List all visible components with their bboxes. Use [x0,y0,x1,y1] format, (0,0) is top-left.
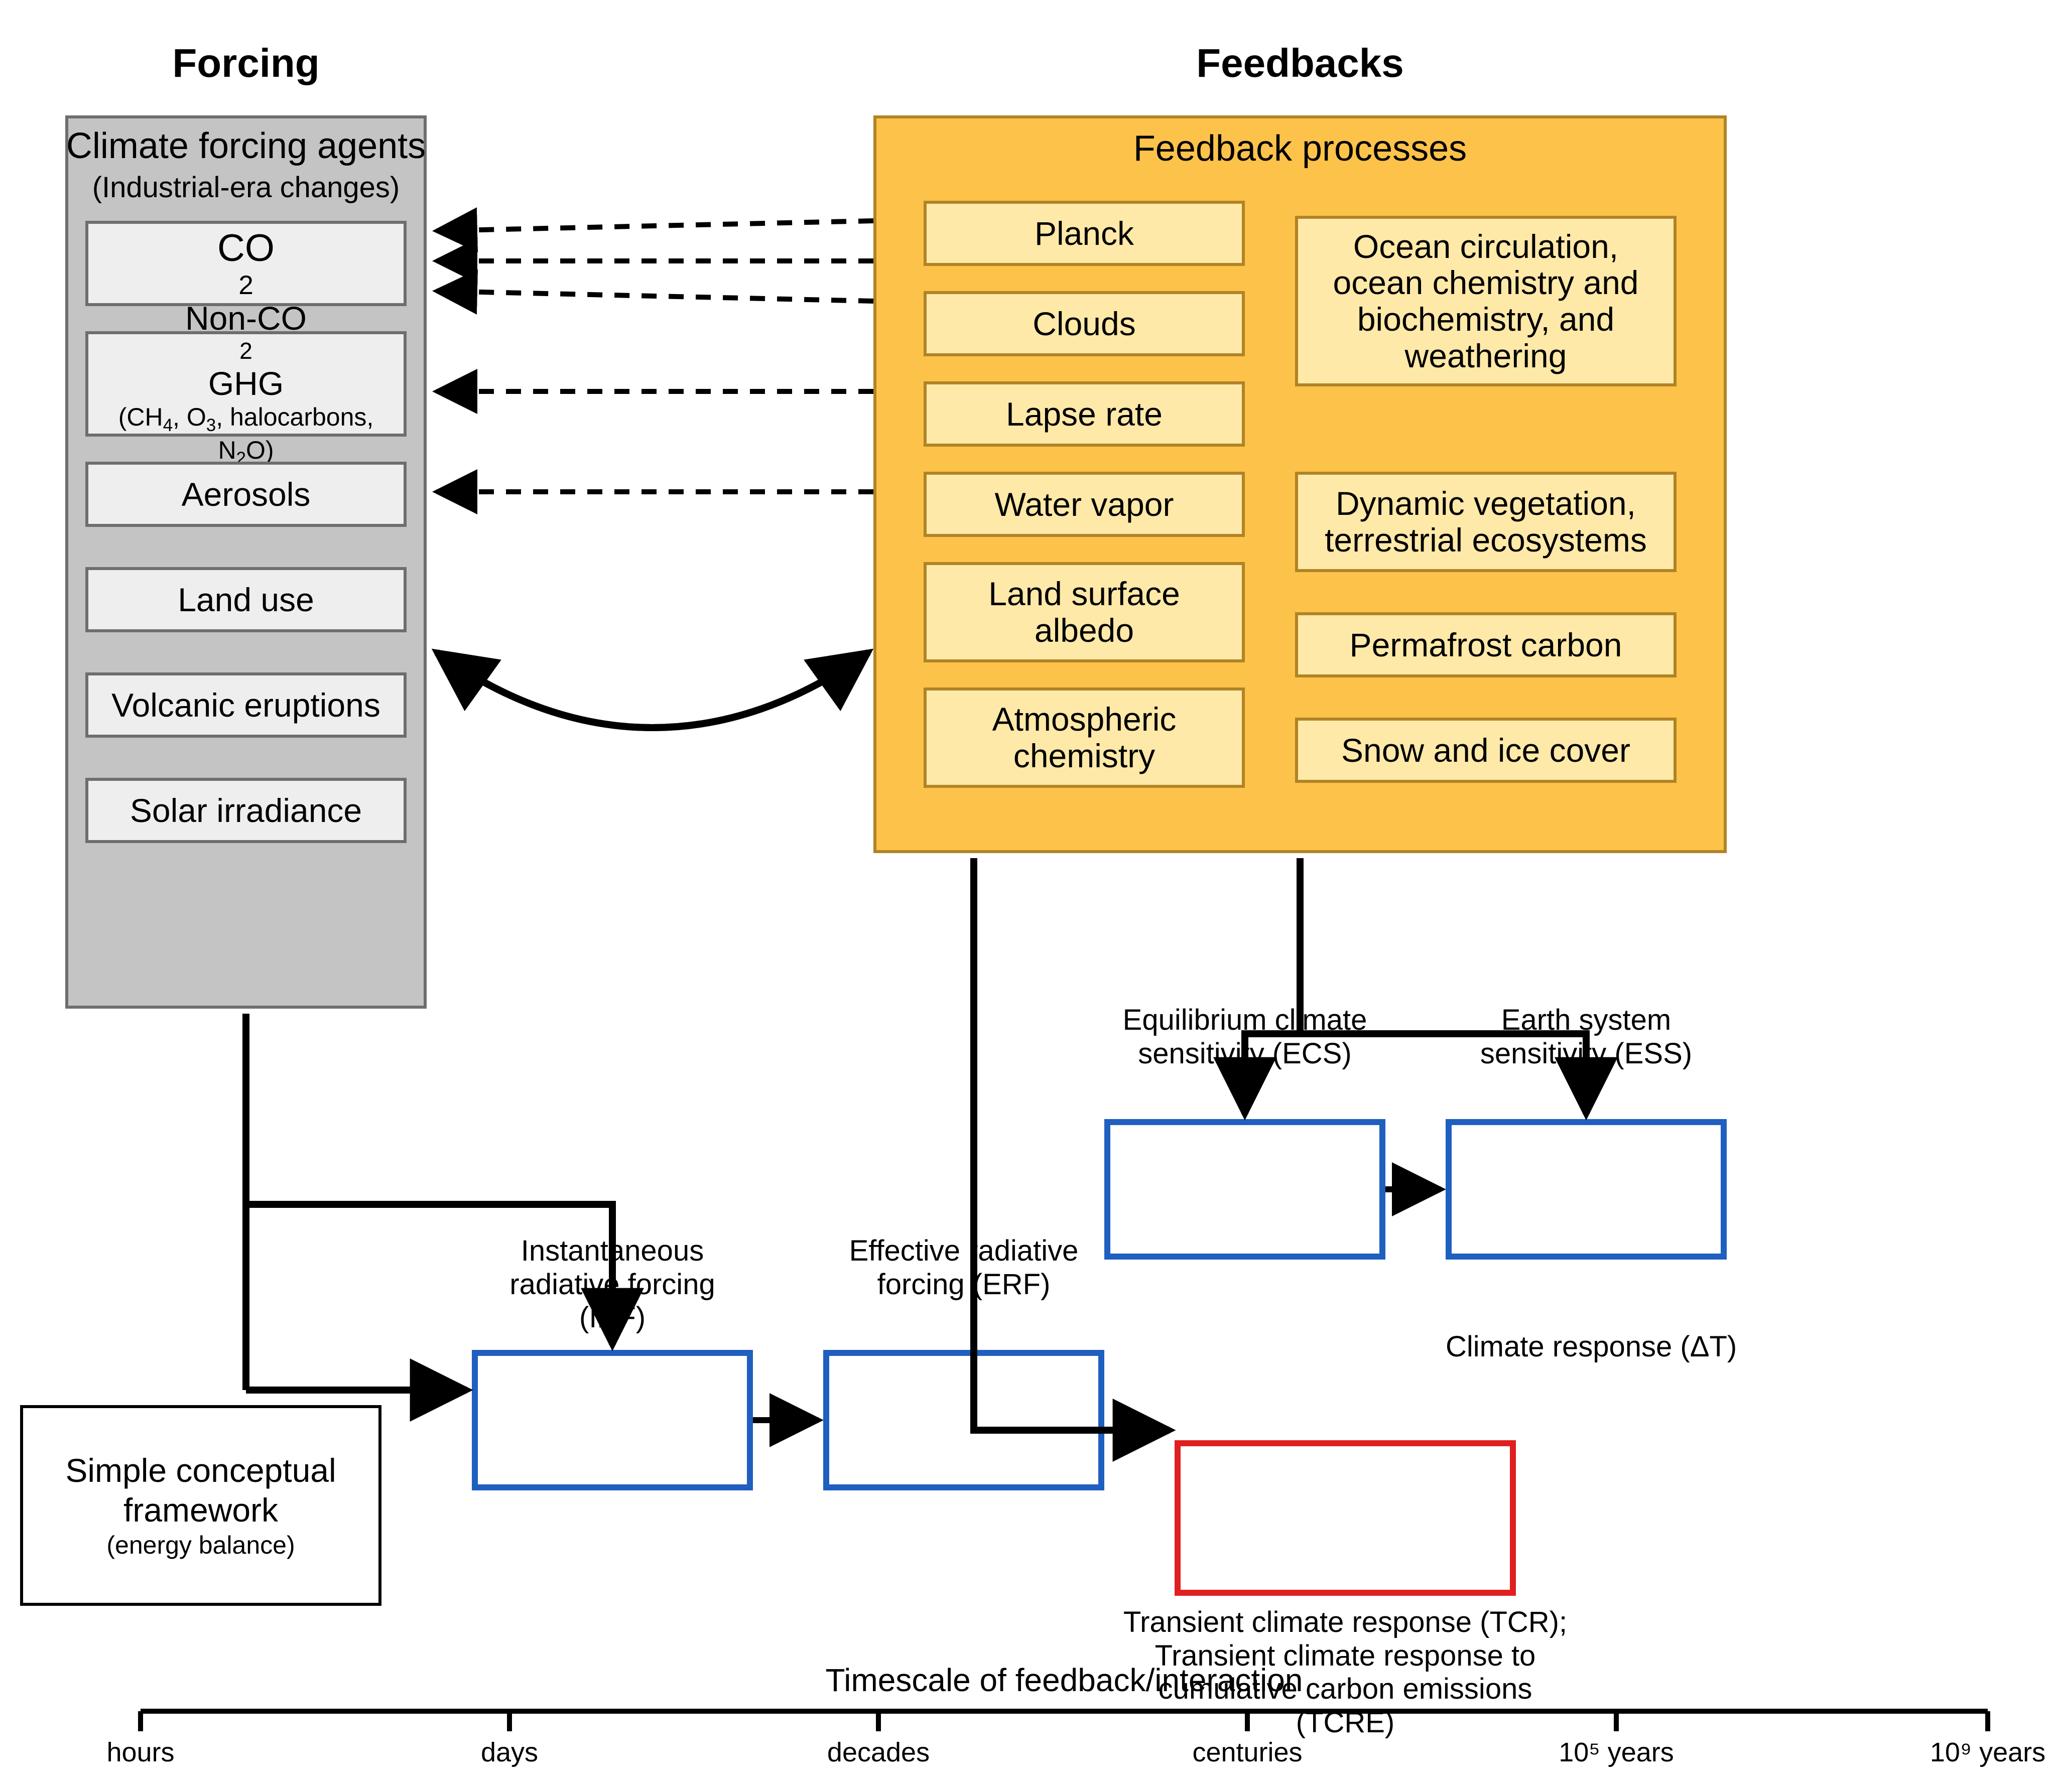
label-erf: Effective radiative forcing (ERF) [793,1234,1134,1301]
feedback-item-lapse: Lapse rate [924,381,1245,447]
delta-t-label: Climate response (ΔT) [1446,1330,1737,1363]
svg-text:10⁹ years: 10⁹ years [1930,1737,2045,1767]
svg-text:10⁵ years: 10⁵ years [1559,1737,1674,1767]
simple-framework-box: Simple conceptual framework (energy bala… [20,1405,381,1606]
label-ecs: Equilibrium climate sensitivity (ECS) [1074,1004,1416,1070]
box-ess [1446,1119,1727,1260]
feedback-item-veg: Dynamic vegetation, terrestrial ecosyste… [1295,472,1677,572]
box-ecs [1104,1119,1385,1260]
svg-text:decades: decades [827,1737,930,1767]
feedback-item-snow: Snow and ice cover [1295,718,1677,783]
feedback-panel-title: Feedback processes [873,128,1727,169]
forcing-panel-sub: (Industrial-era changes) [65,171,427,204]
svg-text:hours: hours [106,1737,174,1767]
svg-text:centuries: centuries [1192,1737,1302,1767]
forcing-item-volcanic: Volcanic eruptions [85,672,407,738]
feedback-item-planck: Planck [924,201,1245,266]
feedback-item-albedo: Land surface albedo [924,562,1245,662]
forcing-item-aerosols: Aerosols [85,462,407,527]
forcing-panel-title: Climate forcing agents [65,125,427,167]
box-erf [823,1350,1104,1490]
label-ess: Earth system sensitivity (ESS) [1416,1004,1757,1070]
feedback-item-clouds: Clouds [924,291,1245,356]
label-irf: Instantaneous radiative forcing (IRF) [442,1234,783,1335]
svg-text:days: days [481,1737,538,1767]
box-irf [472,1350,753,1490]
feedback-item-ocean: Ocean circulation, ocean chemistry and b… [1295,216,1677,386]
box-tcr [1175,1440,1516,1596]
forcing-item-co2: CO2 [85,221,407,306]
label-tcr: Transient climate response (TCR); Transi… [1114,1606,1576,1740]
feedback-heading: Feedbacks [873,40,1727,86]
forcing-item-nonco2: Non-CO2 GHG(CH4, O3, halocarbons, N2O) [85,331,407,437]
forcing-item-landuse: Land use [85,567,407,632]
feedback-item-permafrost: Permafrost carbon [1295,612,1677,677]
forcing-heading: Forcing [65,40,427,86]
feedback-item-wv: Water vapor [924,472,1245,537]
feedback-item-atmchem: Atmospheric chemistry [924,687,1245,788]
forcing-item-solar: Solar irradiance [85,778,407,843]
